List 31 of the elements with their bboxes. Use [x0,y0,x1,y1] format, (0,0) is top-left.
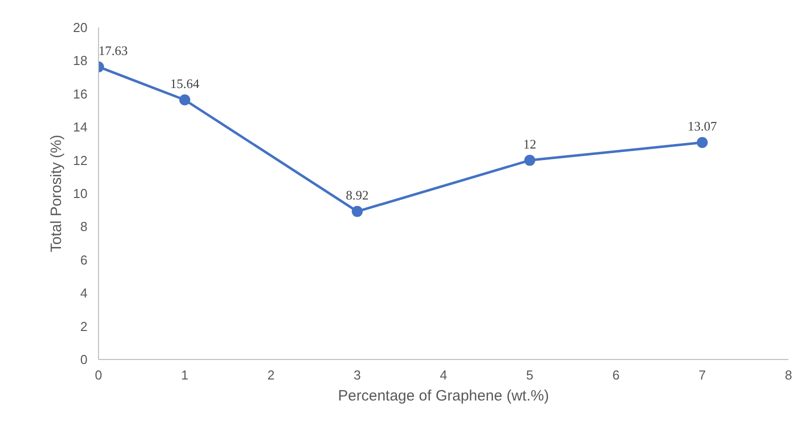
y-tick-label: 2 [80,318,88,334]
x-tick-label: 1 [181,368,188,382]
x-tick-label: 0 [94,368,102,382]
x-tick-label: 5 [526,368,534,382]
data-label: 12 [523,136,536,152]
y-tick-label: 0 [80,352,88,367]
y-tick-label: 8 [80,219,88,234]
x-tick-label: 6 [612,368,620,382]
data-label: 17.63 [98,42,128,58]
point [524,154,536,166]
y-tick-label: 12 [73,152,88,168]
data-label: 8.92 [346,187,369,202]
point [179,94,190,106]
point [696,137,708,148]
x-axis-title: Percentage of Graphene (wt.%) [338,388,549,404]
y-tick-label: 10 [73,186,88,201]
y-tick-label: 18 [73,53,88,68]
x-tick-label: 7 [698,368,706,382]
y-tick-label: 14 [73,120,88,135]
data-label: 15.64 [170,76,200,91]
y-tick-label: 20 [73,20,88,35]
y-tick-label: 16 [73,86,88,102]
x-tick-label: 8 [784,368,792,382]
x-tick-label: 4 [440,368,448,382]
data-label: 13.07 [688,118,718,134]
y-axis-title: Total Porosity (%) [48,134,66,252]
point [352,206,363,217]
x-tick-label: 3 [354,368,361,382]
y-tick-label: 6 [80,252,88,268]
y-tick-label: 4 [80,286,88,301]
x-tick-label: 2 [267,368,275,382]
